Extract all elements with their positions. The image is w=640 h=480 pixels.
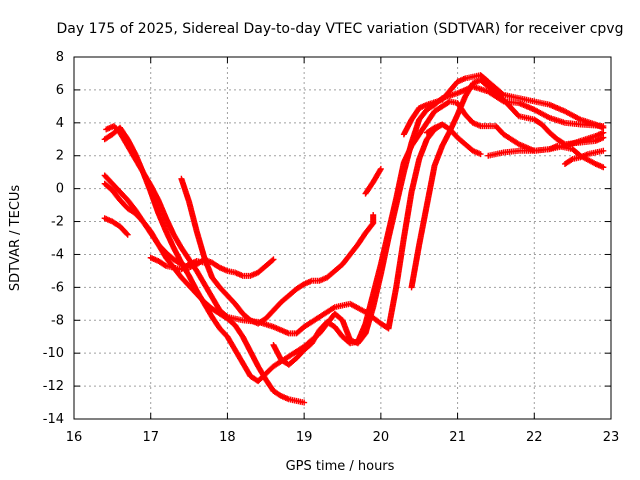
series-track-7: [178, 175, 377, 327]
data-points: [101, 72, 607, 406]
x-tick-label: 16: [66, 430, 83, 445]
data-point: [123, 230, 130, 237]
data-point: [568, 156, 575, 163]
y-tick-label: -2: [51, 215, 64, 230]
y-tick-label: 8: [56, 50, 64, 65]
y-tick-label: 4: [56, 116, 64, 131]
series-track-13: [485, 129, 607, 159]
y-tick-label: 6: [56, 83, 64, 98]
x-tick-label: 19: [296, 430, 313, 445]
chart-title: Day 175 of 2025, Sidereal Day-to-day VTE…: [57, 21, 624, 37]
x-tick-label: 17: [142, 430, 159, 445]
data-point: [270, 256, 277, 263]
series-track-4: [101, 180, 308, 406]
y-tick-label: -14: [43, 412, 64, 427]
series-track-9: [362, 165, 384, 197]
x-tick-label: 18: [219, 430, 236, 445]
series-track-1: [103, 121, 446, 337]
x-tick-label: 21: [449, 430, 466, 445]
x-tick-label: 22: [526, 430, 543, 445]
x-tick-label: 20: [373, 430, 390, 445]
y-tick-label: -8: [51, 313, 64, 328]
y-tick-label: -10: [43, 346, 64, 361]
data-point: [301, 399, 308, 406]
x-axis-label: GPS time / hours: [286, 459, 395, 474]
data-point: [269, 257, 276, 264]
x-tick-label: 23: [603, 430, 620, 445]
y-tick-label: 2: [56, 149, 64, 164]
data-point: [600, 129, 607, 136]
data-point: [370, 211, 377, 218]
data-point: [477, 151, 484, 158]
series-track-6: [147, 254, 208, 273]
y-tick-label: -4: [51, 247, 64, 262]
data-point: [377, 165, 384, 172]
y-tick-label: -12: [43, 379, 64, 394]
data-point: [600, 164, 607, 171]
series-track-10: [400, 72, 607, 138]
y-axis-label: SDTVAR / TECUs: [8, 185, 23, 292]
series-track-5: [101, 215, 131, 238]
y-tick-label: 0: [56, 182, 64, 197]
axes-ticks: 16 17 18 19 20 21 22 23 -14 -12 -10 -8 -6 -4 -2 0 2 4 6 8: [43, 50, 620, 445]
data-point: [600, 147, 607, 154]
series-track-2: [101, 83, 607, 385]
data-point: [161, 262, 168, 269]
series-track-14: [561, 147, 607, 167]
series-track-12: [423, 121, 484, 158]
plot-frame: [73, 56, 612, 420]
y-tick-label: -6: [51, 280, 64, 295]
data-point: [124, 231, 131, 238]
